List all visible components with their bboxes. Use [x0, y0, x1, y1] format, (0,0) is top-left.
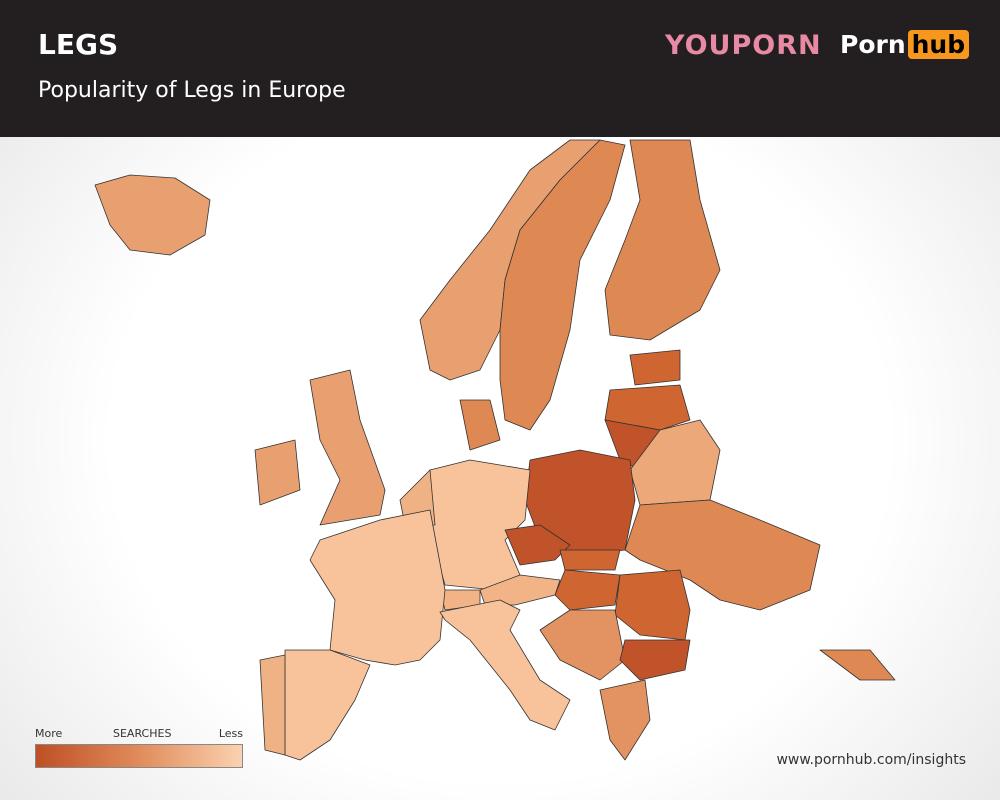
legend: More SEARCHES Less [35, 727, 243, 768]
legend-more: More [35, 727, 63, 740]
estonia [629, 349, 681, 386]
spain [284, 649, 371, 761]
legend-gradient [35, 744, 243, 768]
uk [309, 369, 386, 526]
legend-label: SEARCHES [113, 727, 172, 740]
legend-less: Less [218, 727, 243, 740]
romania [614, 569, 691, 641]
portugal [259, 654, 286, 756]
logo-pornhub[interactable]: Porn hub [840, 30, 970, 59]
title: LEGS [38, 28, 119, 61]
map [94, 139, 896, 761]
logo-youporn[interactable]: YOUPORN [665, 30, 822, 61]
countries [94, 139, 896, 761]
ukraine [624, 499, 821, 611]
germany [429, 459, 531, 591]
georgia [819, 649, 896, 681]
logo-text: hub [907, 30, 970, 59]
finland [604, 139, 721, 341]
iceland [94, 174, 211, 256]
balkans [539, 609, 626, 681]
subtitle: Popularity of Legs in Europe [38, 78, 346, 103]
logo-text: Porn [840, 30, 906, 59]
ireland [254, 439, 301, 506]
sweden [499, 139, 626, 431]
header: LEGS Popularity of Legs in Europe YOUPOR… [0, 0, 1000, 137]
poland [524, 449, 636, 556]
slovakia [559, 549, 621, 571]
greece [599, 679, 651, 761]
bulgaria [619, 639, 691, 681]
hungary [554, 569, 621, 611]
italy [439, 599, 571, 731]
footer-url[interactable]: www.pornhub.com/insights [776, 752, 966, 768]
latvia [604, 384, 691, 431]
denmark [459, 399, 501, 451]
france [309, 509, 446, 666]
